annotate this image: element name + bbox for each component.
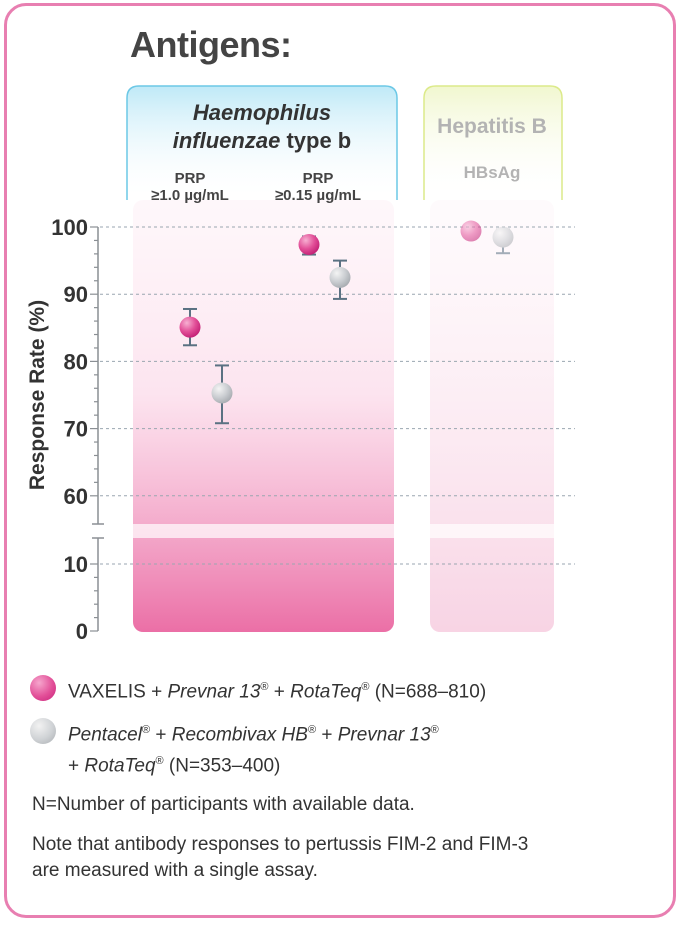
response-rate-chart: Haemophilus influenzae type b PRP ≥1.0 µ… xyxy=(26,85,575,644)
data-points xyxy=(179,220,514,425)
hib-title-line1: Haemophilus xyxy=(193,100,331,125)
legend-item-vaxelis: VAXELIS + Prevnar 13® + RotaTeq® (N=688–… xyxy=(30,674,486,705)
hib-axis-break-band xyxy=(133,524,394,538)
y-tick-label-10: 10 xyxy=(64,552,88,577)
comparator-point xyxy=(329,266,351,288)
vaxelis-point xyxy=(460,220,482,242)
y-tick-label-70: 70 xyxy=(64,417,88,442)
comparator-point xyxy=(211,382,233,404)
group-label-prp2-line1: PRP xyxy=(303,170,334,187)
comparator-point-group xyxy=(329,259,351,300)
group-label-prp1-line1: PRP xyxy=(175,170,206,187)
gray-dot-icon xyxy=(30,718,56,744)
hib-panel xyxy=(126,85,398,632)
hepb-title: Hepatitis B xyxy=(437,115,547,138)
group-label-prp2-line2: ≥0.15 µg/mL xyxy=(275,187,361,204)
vaxelis-point-group xyxy=(179,307,201,347)
y-tick-label-80: 80 xyxy=(64,349,88,374)
hib-panel-body xyxy=(133,200,394,632)
vaxelis-point xyxy=(179,316,201,338)
hepb-panel-header xyxy=(423,85,563,200)
y-tick-label-60: 60 xyxy=(64,484,88,509)
comparator-point-group xyxy=(211,364,233,425)
comparator-point xyxy=(492,226,514,248)
gridlines xyxy=(100,226,575,565)
y-tick-label-90: 90 xyxy=(64,282,88,307)
chart-title: Antigens: xyxy=(130,24,292,65)
group-label-hbsag: HBsAg xyxy=(464,163,521,182)
y-axis: 0 10 60 70 80 90 100 xyxy=(51,215,104,644)
vaxelis-point-group xyxy=(298,233,320,256)
footnote-n-definition: N=Number of participants with available … xyxy=(32,794,415,815)
vaxelis-point xyxy=(298,233,320,255)
hib-title-rest: type b xyxy=(280,128,351,153)
y-axis-label: Response Rate (%) xyxy=(26,300,49,490)
hepb-axis-break-band xyxy=(430,524,554,538)
hib-title-line2: influenzae type b xyxy=(173,128,351,153)
group-label-prp1-line2: ≥1.0 µg/mL xyxy=(151,187,229,204)
vaxelis-point-group xyxy=(460,220,482,242)
hepb-panel-body xyxy=(430,200,554,632)
pink-dot-icon xyxy=(30,675,56,701)
legend-label-vaxelis: VAXELIS + Prevnar 13® + RotaTeq® (N=688–… xyxy=(68,681,487,703)
legend-label-comparator: Pentacel® + Recombivax HB® + Prevnar 13®… xyxy=(68,724,439,777)
y-tick-label-100: 100 xyxy=(51,215,88,240)
hib-title-italic: influenzae xyxy=(173,128,281,153)
legend-item-comparator: Pentacel® + Recombivax HB® + Prevnar 13®… xyxy=(30,717,439,780)
y-tick-label-0: 0 xyxy=(76,619,88,644)
hib-panel-header xyxy=(126,85,398,200)
footnote-fim-assay: Note that antibody responses to pertussi… xyxy=(32,834,529,881)
comparator-point-group xyxy=(492,226,514,255)
hepb-panel xyxy=(423,85,563,632)
